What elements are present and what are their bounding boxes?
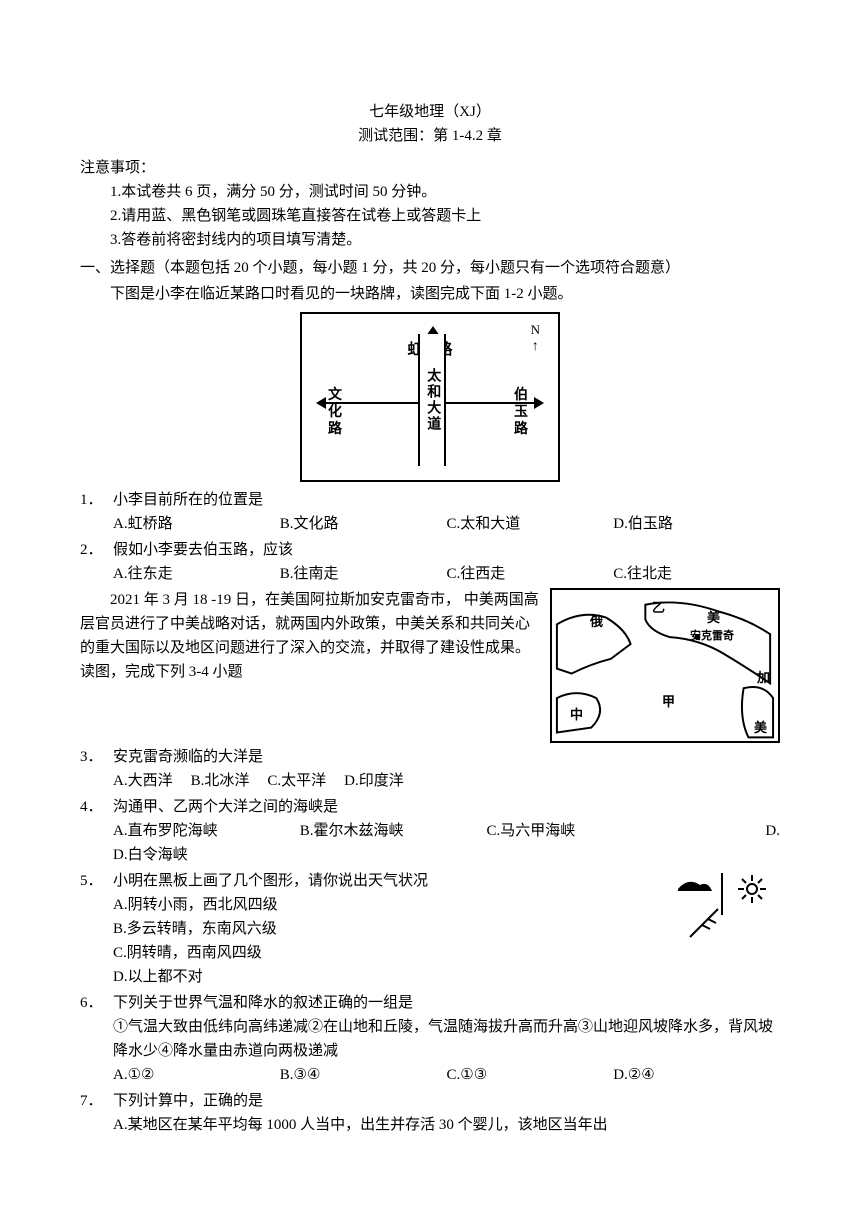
passage-1: 下图是小李在临近某路口时看见的一块路牌，读图完成下面 1-2 小题。 <box>80 282 780 306</box>
q-number: 6． <box>80 991 113 1015</box>
road-label-right: 伯玉路 <box>514 388 532 438</box>
option-c: C.太平洋 <box>267 769 326 793</box>
option-d: D.白令海峡 <box>113 843 780 867</box>
road-label-left: 文化路 <box>328 388 346 438</box>
option-d: D.印度洋 <box>344 769 404 793</box>
notice-block: 注意事项： 1.本试卷共 6 页，满分 50 分，测试时间 50 分钟。 2.请… <box>80 156 780 252</box>
option-d: C.往北走 <box>613 562 780 586</box>
option-b: B.往南走 <box>280 562 447 586</box>
option-a: A.①② <box>113 1063 280 1087</box>
option-a: A.直布罗陀海峡 <box>113 819 300 843</box>
option-c: C.马六甲海峡 <box>487 819 674 843</box>
map-label-jia: 甲 <box>662 692 675 713</box>
notice-item: 2.请用蓝、黑色钢笔或圆珠笔直接答在试卷上或答题卡上 <box>80 204 780 228</box>
map-label-jia2: 加 <box>757 668 770 689</box>
q-stem: 假如小李要去伯玉路，应该 <box>113 538 780 562</box>
q-number: 7． <box>80 1089 113 1113</box>
q-stem: 小明在黑板上画了几个图形，请你说出天气状况 <box>113 869 652 893</box>
exam-title: 七年级地理（XJ） <box>80 100 780 124</box>
map-label-yi: 乙 <box>652 598 665 619</box>
signpost-figure: N ↑ 虹桥路 文化路 伯玉路 太和大道 <box>300 312 560 482</box>
q-stem: 安克雷奇濒临的大洋是 <box>113 745 780 769</box>
map-label-city: 安克雷奇 <box>690 628 734 646</box>
arrow-left-icon <box>316 397 326 409</box>
q-stem: 下列计算中，正确的是 <box>113 1089 780 1113</box>
option-b: B.北冰洋 <box>191 769 250 793</box>
map-label-usa: 美 <box>707 608 720 629</box>
option-c: C.①③ <box>447 1063 614 1087</box>
q-number: 3． <box>80 745 113 769</box>
option-d: D.②④ <box>613 1063 780 1087</box>
question-3: 3． 安克雷奇濒临的大洋是 A.大西洋 B.北冰洋 C.太平洋 D.印度洋 <box>80 745 780 793</box>
arrow-right-icon <box>534 397 544 409</box>
notice-item: 3.答卷前将密封线内的项目填写清楚。 <box>80 228 780 252</box>
weather-figure <box>660 869 780 941</box>
road-label-center: 太和大道 <box>421 368 443 432</box>
map-label-mei2: 美 <box>754 718 767 739</box>
section-1-header: 一、选择题（本题包括 20 个小题，每小题 1 分，共 20 分，每小题只有一个… <box>80 256 780 280</box>
map-label-russia: 俄 <box>590 612 603 633</box>
map-figure: 俄 乙 美 安克雷奇 中 甲 加 美 <box>550 588 780 743</box>
option-c: C.往西走 <box>447 562 614 586</box>
question-4: 4． 沟通甲、乙两个大洋之间的海峡是 A.直布罗陀海峡 B.霍尔木兹海峡 C.马… <box>80 795 780 867</box>
exam-scope: 测试范围：第 1-4.2 章 <box>80 124 780 148</box>
option-b: B.霍尔木兹海峡 <box>300 819 487 843</box>
notice-item: 1.本试卷共 6 页，满分 50 分，测试时间 50 分钟。 <box>80 180 780 204</box>
option-d: D.伯玉路 <box>613 512 780 536</box>
q-number: 4． <box>80 795 113 819</box>
q-number: 2． <box>80 538 113 562</box>
map-label-china: 中 <box>570 705 583 726</box>
option-c: C.阴转晴，西南风四级 <box>113 941 780 965</box>
option-a: A.往东走 <box>113 562 280 586</box>
option-b: B.文化路 <box>280 512 447 536</box>
vertical-road: 太和大道 <box>418 334 446 466</box>
q-number: 5． <box>80 869 113 893</box>
question-5: 5． 小明在黑板上画了几个图形，请你说出天气状况 A.阴转小雨，西北风四级 B.… <box>80 869 780 989</box>
q-stem: 下列关于世界气温和降水的叙述正确的一组是 <box>113 991 780 1015</box>
option-a: A.某地区在某年平均每 1000 人当中，出生并存活 30 个婴儿，该地区当年出 <box>80 1113 780 1137</box>
weather-svg <box>660 869 780 941</box>
option-a: A.虹桥路 <box>113 512 280 536</box>
option-b: B.③④ <box>280 1063 447 1087</box>
q-number: 1． <box>80 488 113 512</box>
option-d-prefix: D. <box>673 819 780 843</box>
option-a: A.大西洋 <box>113 769 173 793</box>
question-7: 7． 下列计算中，正确的是 A.某地区在某年平均每 1000 人当中，出生并存活… <box>80 1089 780 1137</box>
question-2: 2． 假如小李要去伯玉路，应该 A.往东走 B.往南走 C.往西走 C.往北走 <box>80 538 780 586</box>
question-6: 6． 下列关于世界气温和降水的叙述正确的一组是 ①气温大致由低纬向高纬递减②在山… <box>80 991 780 1087</box>
question-1: 1． 小李目前所在的位置是 A.虹桥路 B.文化路 C.太和大道 D.伯玉路 <box>80 488 780 536</box>
q-stem: 小李目前所在的位置是 <box>113 488 780 512</box>
notice-heading: 注意事项： <box>80 156 780 180</box>
q-stem: 沟通甲、乙两个大洋之间的海峡是 <box>113 795 780 819</box>
option-c: C.太和大道 <box>447 512 614 536</box>
passage-2-block: 俄 乙 美 安克雷奇 中 甲 加 美 2021 年 3 月 18 -19 日，在… <box>80 588 780 743</box>
q6-desc: ①气温大致由低纬向高纬递减②在山地和丘陵，气温随海拔升高而升高③山地迎风坡降水多… <box>80 1015 780 1063</box>
option-d: D.以上都不对 <box>113 965 780 989</box>
